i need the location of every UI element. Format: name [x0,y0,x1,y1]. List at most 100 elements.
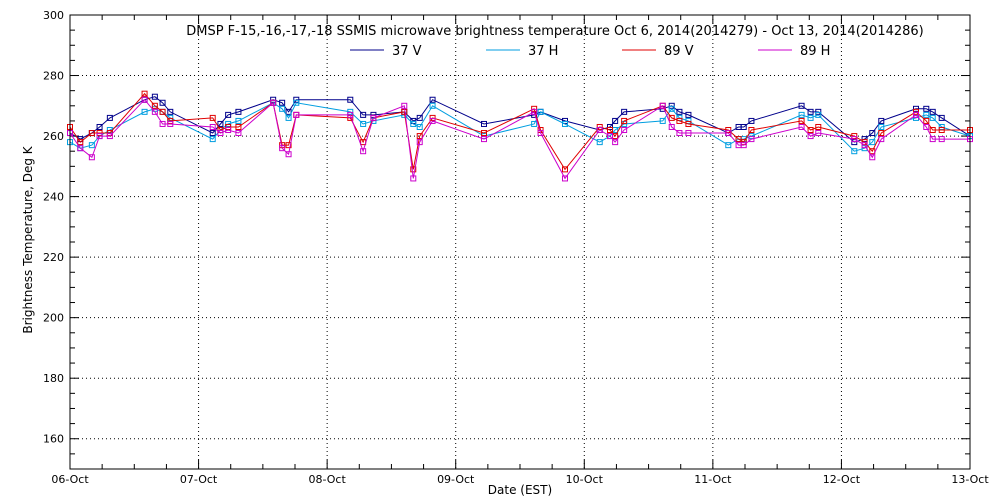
data-point-89-h [861,142,868,149]
series-layer [67,90,973,182]
plot-frame [69,14,971,470]
y-tick-label: 180 [43,372,64,385]
data-point-89-v [676,117,683,124]
x-tick-label: 12-Oct [823,473,861,486]
data-point-89-h [96,133,103,140]
data-point-37-h [851,148,858,155]
data-point-37-h [668,105,675,112]
series-89-h [67,96,973,182]
data-point-89-h [929,136,936,143]
data-point-89-v [225,123,232,130]
data-point-37-v [106,114,113,121]
data-point-89-h [562,175,568,182]
data-point-37-h [347,108,354,115]
legend-item-37-h: 37 H [486,44,558,59]
data-point-89-h [531,108,538,115]
data-point-89-v [938,127,945,134]
data-point-89-v [562,166,568,173]
data-point-89-h [235,130,242,137]
data-point-37-h [285,114,292,121]
data-point-89-v [410,166,417,173]
data-point-37-v [167,108,174,115]
data-point-37-v [740,123,747,130]
data-point-89-v [851,133,858,140]
legend-label: 37 H [528,44,558,59]
data-point-89-v [923,117,930,124]
data-point-37-v [929,108,936,115]
data-point-89-h [293,111,300,118]
data-point-37-v [96,123,103,130]
data-point-89-h [596,127,603,134]
data-point-37-h [293,99,300,106]
series-line-37-v [69,96,971,143]
data-point-37-h [929,114,936,121]
data-point-89-h [410,175,417,182]
data-point-37-h [725,142,732,149]
data-point-89-h [807,133,814,140]
data-point-89-h [159,120,166,127]
y-tick-label: 220 [43,251,64,264]
data-point-37-h [815,111,822,118]
legend-item-89-h: 89 H [758,44,830,59]
data-point-89-h [416,139,423,146]
data-point-37-v [347,96,354,103]
data-point-89-v [167,117,174,124]
series-line-89-v [69,92,970,171]
data-point-37-v [481,120,487,127]
data-point-37-v [685,111,692,118]
x-tick-label: 09-Oct [437,473,475,486]
legend-label: 89 V [664,44,694,59]
data-point-37-h [878,123,885,130]
data-point-37-h [225,120,232,127]
data-point-37-v [225,111,232,118]
data-point-89-h [798,123,805,130]
legend-label: 89 H [800,44,830,59]
data-point-37-v [748,117,755,124]
data-point-89-v [607,127,613,134]
x-tick-label: 10-Oct [566,473,604,486]
data-point-37-v [285,108,292,115]
data-point-89-v [668,114,675,121]
data-point-37-h [685,117,692,124]
data-point-89-v [735,136,742,143]
x-tick-label: 06-Oct [51,473,89,486]
data-point-37-v [923,105,930,112]
data-point-89-v [416,133,423,140]
data-point-89-v [209,114,216,121]
data-point-37-v [360,111,367,118]
data-point-89-v [929,127,936,134]
data-point-37-h [416,123,423,130]
data-point-37-h [531,120,538,127]
data-point-89-h [676,130,683,137]
data-point-89-v [621,117,628,124]
data-point-89-v [815,123,822,130]
data-point-89-v [159,108,166,115]
data-point-89-h [225,127,232,134]
x-tick-label: 08-Oct [308,473,346,486]
data-point-89-h [923,123,930,130]
data-point-89-h [209,123,216,130]
data-point-89-h [537,130,544,137]
data-point-37-h [748,133,755,140]
data-point-89-h [740,142,747,149]
data-point-37-h [410,120,417,127]
data-point-37-v [235,108,242,115]
data-point-89-h [401,102,408,109]
y-tick-label: 200 [43,312,64,325]
data-point-37-v [293,96,300,103]
y-tick-label: 240 [43,191,64,204]
legend-item-37-v: 37 V [350,44,422,59]
data-point-37-v [798,102,805,109]
data-point-89-h [612,139,619,146]
data-point-37-h [659,117,666,124]
data-point-89-h [913,111,919,118]
data-point-89-v [285,142,292,149]
data-point-37-v [815,108,822,115]
data-point-89-h [685,130,692,137]
data-point-37-v [938,114,945,121]
y-tick-label: 300 [43,9,64,22]
data-point-89-h [141,96,148,103]
data-point-89-v [77,139,84,146]
legend-label: 37 V [392,44,422,59]
